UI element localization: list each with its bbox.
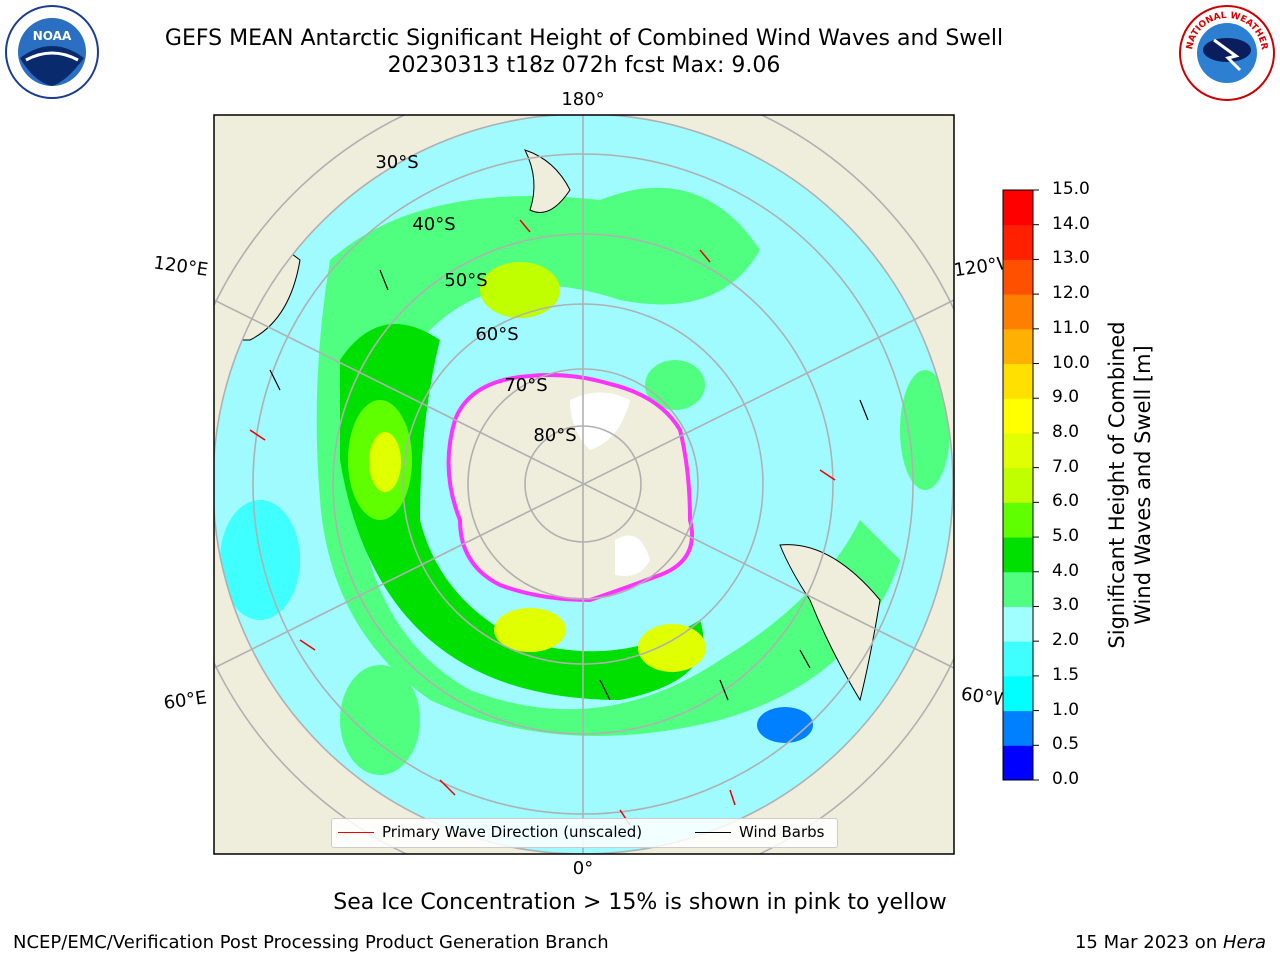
colorbar-segment xyxy=(1003,294,1033,330)
colorbar-tick-label: 12.0 xyxy=(1052,283,1090,304)
colorbar-border xyxy=(1002,189,1034,781)
colorbar-tick-label: 7.0 xyxy=(1052,456,1080,477)
date-text: 15 Mar 2023 on Hera xyxy=(1075,932,1266,953)
colorbar-segment xyxy=(1003,190,1033,226)
colorbar-tick-label: 0.0 xyxy=(1052,769,1080,789)
wave-max-south2 xyxy=(638,624,706,672)
colorbar-segment xyxy=(1003,641,1033,677)
sea-ice-note: Sea Ice Concentration > 15% is shown in … xyxy=(333,890,947,915)
date-machine: Hera xyxy=(1222,932,1266,953)
colorbar-tick-label: 5.0 xyxy=(1052,526,1080,547)
lon-label-180: 180° xyxy=(561,89,604,110)
wave-min-patch xyxy=(757,707,813,743)
graticule xyxy=(214,115,954,854)
legend-wave-label: Primary Wave Direction (unscaled) xyxy=(382,823,643,841)
legend-wave-line xyxy=(338,832,374,833)
colorbar-segment xyxy=(1003,328,1033,365)
chart-title: GEFS MEAN Antarctic Significant Height o… xyxy=(164,26,1004,51)
wave-band-1p5 xyxy=(220,500,300,620)
colorbar-segment xyxy=(1003,363,1033,399)
antarctica xyxy=(446,373,694,603)
wave-band-southwest xyxy=(340,665,420,775)
wave-max-south1 xyxy=(494,608,566,652)
noaa-logo-text: NOAA xyxy=(33,29,72,43)
date-prefix: 15 Mar 2023 on xyxy=(1074,932,1223,953)
colorbar-tick-label: 6.0 xyxy=(1052,491,1080,512)
lat-label-70: 70°S xyxy=(504,375,547,396)
lat-label-40: 40°S xyxy=(412,214,455,235)
colorbar-tick-label: 13.0 xyxy=(1052,248,1090,269)
wave-direction-arrows xyxy=(249,219,836,826)
lat-label-30: 30°S xyxy=(375,152,418,173)
lat-label-50: 50°S xyxy=(444,270,487,291)
lon-label-120e: 120°E xyxy=(152,252,209,280)
colorbar-label-line2: Wind Waves and Swell [m] xyxy=(1131,345,1155,625)
colorbar-segment xyxy=(1003,745,1033,781)
colorbar-tick-label: 0.5 xyxy=(1052,734,1080,755)
colorbar-tick-label: 3.0 xyxy=(1052,595,1080,616)
colorbar-segment xyxy=(1003,259,1033,295)
wave-band-east xyxy=(645,360,705,410)
colorbar-segment xyxy=(1003,467,1033,503)
colorbar-segment xyxy=(1003,675,1033,712)
new-zealand xyxy=(524,149,571,213)
wind-barbs xyxy=(269,269,869,701)
map-frame xyxy=(213,114,955,855)
colorbar-tick-label: 11.0 xyxy=(1052,317,1090,338)
lat-label-80: 80°S xyxy=(533,425,576,446)
wave-max-west xyxy=(369,432,401,492)
lat-label-60: 60°S xyxy=(475,324,518,345)
colorbar-segment xyxy=(1003,432,1033,469)
colorbar-segment xyxy=(1003,502,1033,538)
colorbar-label-line1: Significant Height of Combined xyxy=(1105,321,1129,649)
lon-label-60e: 60°E xyxy=(162,687,208,714)
colorbar xyxy=(1002,189,1039,781)
credit-text: NCEP/EMC/Verification Post Processing Pr… xyxy=(13,932,609,953)
colorbar-segment xyxy=(1003,571,1033,607)
colorbar-tick-label: 10.0 xyxy=(1052,352,1090,373)
legend-barb-label: Wind Barbs xyxy=(739,823,825,841)
lon-label-0: 0° xyxy=(573,858,593,879)
colorbar-tick-label: 1.0 xyxy=(1052,699,1080,720)
colorbar-segment xyxy=(1003,606,1033,642)
colorbar-tick-label: 15.0 xyxy=(1052,179,1090,199)
wave-band-4to5 xyxy=(340,324,704,700)
ice-shelf-weddell xyxy=(615,535,650,576)
wave-max-north xyxy=(480,262,560,318)
nws-logo: NATIONAL WEATHER SERVICE xyxy=(1178,4,1275,101)
colorbar-segment xyxy=(1003,398,1033,434)
legend-barb-line xyxy=(695,832,731,833)
ice-shelf-ross xyxy=(570,392,630,450)
colorbar-segment xyxy=(1003,710,1033,746)
colorbar-segment xyxy=(1003,537,1033,573)
colorbar-segment xyxy=(1003,224,1033,260)
colorbar-tick-label: 14.0 xyxy=(1052,213,1090,234)
colorbar-tick-label: 1.5 xyxy=(1052,664,1080,685)
colorbar-tick-label: 9.0 xyxy=(1052,387,1080,408)
colorbar-label: Significant Height of Combined Wind Wave… xyxy=(1104,321,1156,648)
colorbar-tick-label: 4.0 xyxy=(1052,560,1080,581)
map-edge xyxy=(214,115,954,854)
colorbar-tick-label: 2.0 xyxy=(1052,630,1080,651)
wave-band-3to4 xyxy=(316,187,901,736)
noaa-logo: NOAA xyxy=(5,5,99,99)
chart-subtitle: 20230313 t18z 072h fcst Max: 9.06 xyxy=(387,53,781,78)
colorbar-tick-label: 8.0 xyxy=(1052,421,1080,442)
map-legend: Primary Wave Direction (unscaled) Wind B… xyxy=(331,818,838,848)
